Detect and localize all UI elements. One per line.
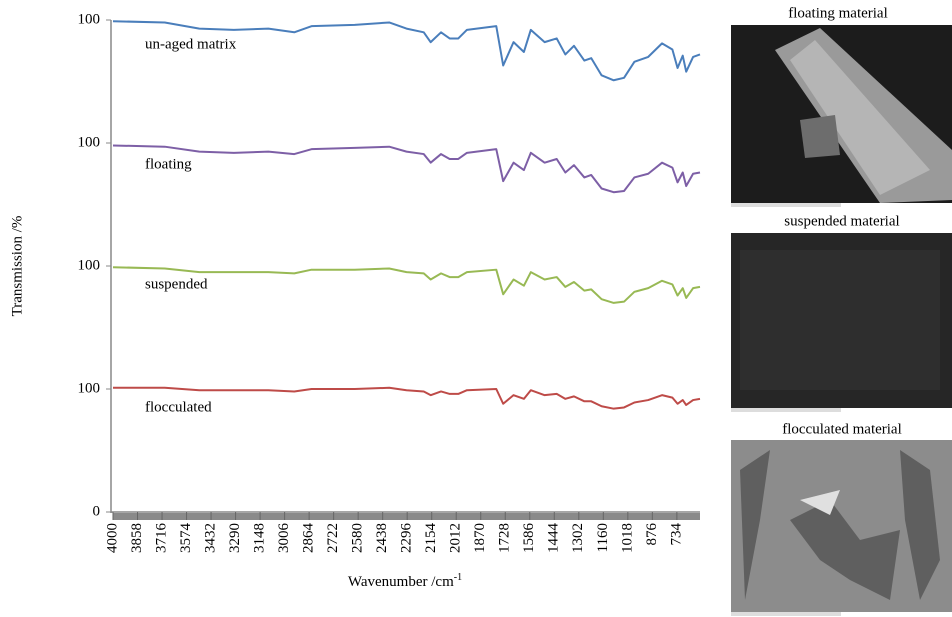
image-title: floating material — [788, 5, 888, 21]
spectrum-line — [112, 144, 701, 194]
x-tick-label: 1160 — [595, 523, 611, 552]
y-tick-label: 100 — [78, 380, 101, 396]
x-tick-label: 2722 — [325, 523, 341, 553]
x-tick-label: 876 — [644, 523, 660, 546]
x-tick-label: 1870 — [472, 523, 488, 553]
spectrum-line — [112, 20, 701, 82]
x-tick-label: 2012 — [448, 523, 464, 553]
x-tick-label: 3148 — [252, 523, 268, 553]
y-tick-label: 0 — [93, 503, 101, 519]
scale-bar — [731, 408, 841, 412]
x-tick-label: 2864 — [301, 523, 317, 554]
sem-texture — [740, 250, 940, 390]
x-tick-label: 1302 — [570, 523, 586, 553]
x-axis-title-sup: -1 — [454, 572, 462, 583]
x-tick-band — [113, 513, 700, 520]
x-tick-label: 4000 — [104, 523, 120, 553]
x-tick-label: 3290 — [227, 523, 243, 553]
sem-particle — [800, 115, 840, 158]
x-tick-label: 734 — [668, 523, 684, 546]
x-tick-label: 1728 — [497, 523, 513, 553]
x-tick-label: 2580 — [350, 523, 366, 553]
x-tick-label: 3574 — [178, 523, 194, 554]
series-label: flocculated — [145, 399, 212, 415]
y-tick-label: 100 — [78, 11, 101, 27]
spectrum-line — [112, 266, 701, 304]
image-panel — [731, 25, 952, 207]
y-axis-title: Transmission /% — [9, 216, 25, 317]
series-label: un-aged matrix — [145, 36, 237, 52]
y-tick-label: 100 — [78, 257, 101, 273]
series-label: suspended — [145, 276, 208, 292]
x-tick-label: 1444 — [546, 523, 562, 554]
sem-particle — [790, 40, 930, 195]
sem-particle — [800, 490, 840, 515]
x-tick-label: 1586 — [521, 523, 537, 554]
x-tick-label: 3716 — [153, 523, 169, 554]
scale-bar — [731, 612, 841, 616]
image-panel — [731, 440, 952, 616]
x-tick-label: 3858 — [129, 523, 145, 553]
sem-particle — [740, 450, 940, 600]
x-tick-label: 1018 — [619, 523, 635, 553]
x-tick-label: 2438 — [374, 523, 390, 553]
x-tick-label: 2296 — [399, 523, 415, 554]
x-axis-title-main: Wavenumber /cm — [348, 574, 454, 590]
spectrum-line — [113, 386, 701, 410]
image-title: suspended material — [784, 213, 899, 229]
image-panel — [731, 233, 952, 412]
x-tick-label: 2154 — [423, 523, 439, 554]
x-tick-label: 3006 — [276, 523, 292, 554]
y-tick-label: 100 — [78, 134, 101, 150]
x-axis-title: Wavenumber /cm-1 — [348, 572, 462, 590]
scale-bar — [731, 203, 841, 207]
x-tick-label: 3432 — [203, 523, 219, 553]
series-label: floating — [145, 156, 192, 172]
image-title: flocculated material — [782, 421, 902, 437]
